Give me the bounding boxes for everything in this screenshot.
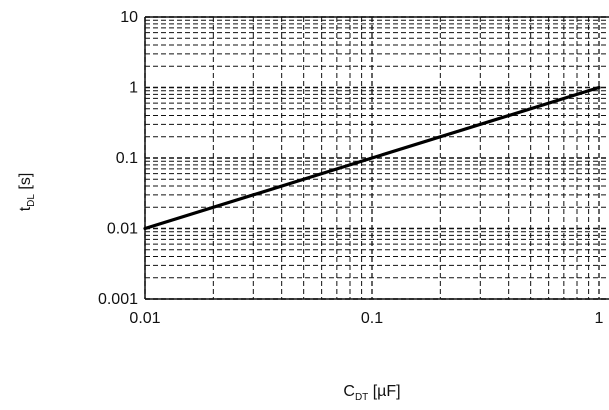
- y-tick-label: 0.01: [107, 221, 138, 238]
- y-tick-label: 0.1: [116, 150, 138, 167]
- y-axis-label: tDL [s]: [17, 173, 37, 212]
- x-axis-label: CDT [µF]: [343, 383, 400, 403]
- y-tick-label: 0.001: [98, 291, 138, 308]
- y-tick-label: 10: [120, 9, 138, 26]
- x-tick-label: 1: [595, 310, 604, 327]
- x-axis-label-main: C: [343, 383, 355, 400]
- y-axis-label-main: t: [17, 206, 34, 211]
- x-axis-label-sub: DT: [355, 392, 368, 403]
- x-tick-label: 0.01: [129, 310, 160, 327]
- series-layer: [143, 85, 601, 231]
- tick-labels: 0.01 0.1 1 0.001 0.01 0.1 1 10: [98, 9, 604, 327]
- plot-axes: [144, 16, 609, 300]
- x-tick-label: 0.1: [361, 310, 383, 327]
- series-line: [143, 85, 601, 231]
- y-tick-label: 1: [129, 80, 138, 97]
- y-axis-label-sub: DL: [26, 194, 37, 207]
- y-axis-label-unit: [s]: [17, 173, 34, 194]
- x-axis-label-unit: [µF]: [368, 383, 400, 400]
